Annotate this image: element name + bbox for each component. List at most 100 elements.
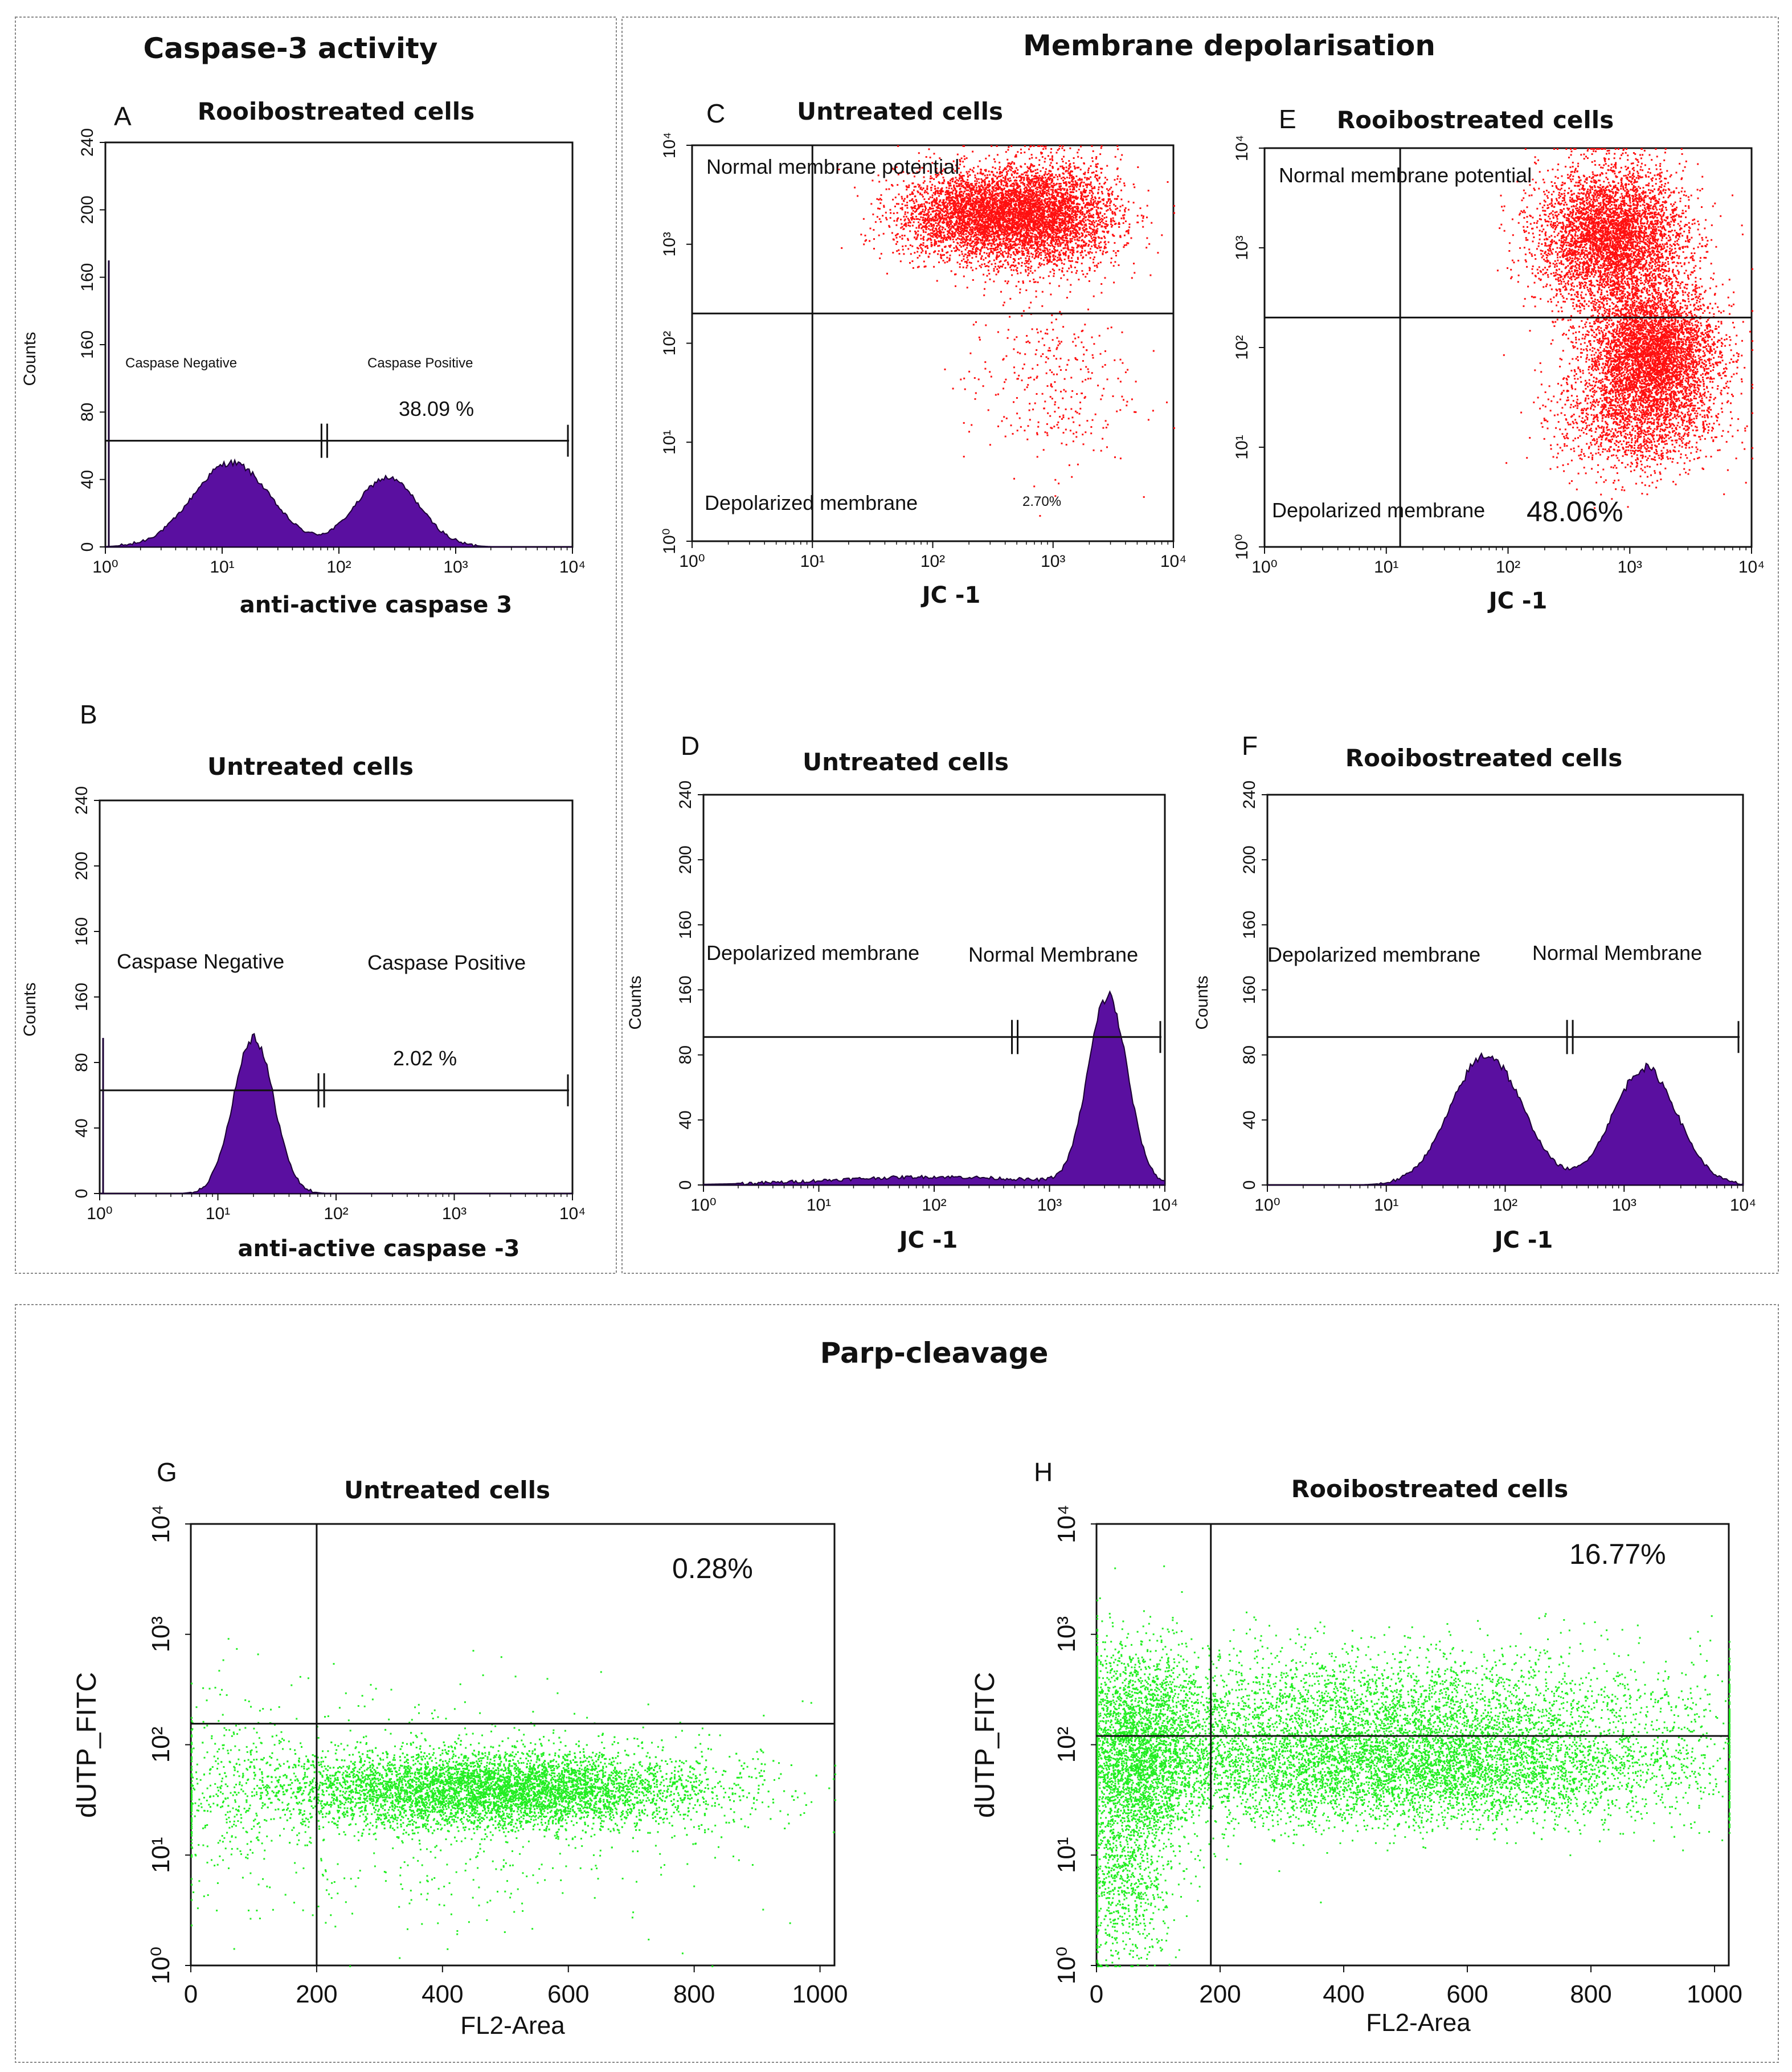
scatter-point (976, 216, 979, 218)
scatter-point (976, 190, 979, 193)
scatter-point (1106, 216, 1108, 218)
scatter-point (1001, 203, 1003, 205)
scatter-point (959, 220, 961, 222)
scatter-point (944, 205, 946, 207)
scatter-point (980, 202, 982, 204)
scatter-point (960, 218, 962, 220)
scatter-point (1026, 225, 1029, 227)
scatter-point (889, 217, 891, 219)
scatter-point (1005, 183, 1007, 186)
scatter-point (930, 239, 932, 241)
scatter-point (972, 251, 974, 254)
scatter-point (928, 219, 930, 222)
scatter-point (893, 212, 895, 214)
scatter-point (876, 216, 878, 218)
scatter-point (996, 211, 998, 213)
scatter-point (1128, 223, 1131, 226)
scatter-point (963, 225, 965, 227)
scatter-point (930, 187, 932, 189)
scatter-point (906, 195, 909, 197)
scatter-point (1000, 189, 1003, 191)
scatter-point (949, 254, 951, 256)
scatter-point (991, 186, 993, 188)
scatter-point (955, 250, 957, 252)
scatter-point (983, 191, 985, 193)
scatter-point (959, 210, 960, 212)
scatter-point (973, 194, 975, 196)
scatter-point (1106, 223, 1107, 225)
scatter-point (1104, 177, 1106, 179)
scatter-point (985, 225, 988, 227)
scatter-point (943, 221, 946, 223)
scatter-point (920, 186, 922, 189)
scatter-point (948, 213, 950, 215)
scatter-point (948, 245, 950, 247)
scatter-point (926, 185, 928, 187)
scatter-point (927, 216, 929, 218)
scatter-point (985, 211, 988, 214)
scatter-point (1095, 232, 1098, 234)
scatter-point (988, 197, 990, 198)
scatter-point (1034, 234, 1036, 236)
scatter-point (1063, 263, 1065, 265)
scatter-point (960, 182, 963, 185)
scatter-point (1079, 185, 1081, 187)
scatter-point (966, 287, 968, 289)
scatter-point (1013, 269, 1015, 271)
scatter-point (1000, 238, 1002, 240)
scatter-point (1037, 251, 1040, 253)
scatter-point (1024, 196, 1026, 198)
scatter-point (946, 230, 948, 232)
scatter-point (969, 244, 971, 247)
scatter-point (968, 202, 969, 204)
scatter-point (946, 236, 948, 238)
scatter-point (959, 238, 961, 240)
scatter-point (899, 260, 902, 263)
scatter-point (977, 193, 979, 195)
scatter-point (949, 202, 951, 205)
scatter-point (984, 227, 987, 230)
scatter-point (974, 198, 976, 200)
scatter-point (895, 236, 898, 239)
scatter-point (992, 230, 994, 232)
scatter-point (996, 203, 999, 206)
scatter-point (929, 181, 931, 183)
scatter-point (942, 239, 944, 242)
scatter-point (942, 215, 943, 217)
annotation-right: Caspase Positive (367, 355, 473, 371)
scatter-point (994, 218, 996, 220)
scatter-point (904, 218, 906, 220)
scatter-point (1065, 220, 1067, 222)
scatter-point (1073, 219, 1075, 221)
scatter-point (924, 250, 927, 252)
scatter-point (933, 251, 935, 254)
scatter-point (1091, 196, 1094, 198)
scatter-point (924, 201, 927, 203)
scatter-point (956, 194, 958, 196)
scatter-point (928, 202, 930, 205)
scatter-point (909, 194, 911, 196)
scatter-point (952, 216, 955, 218)
scatter-point (1067, 227, 1069, 229)
scatter-point (946, 219, 948, 221)
scatter-point (981, 181, 983, 183)
scatter-point (922, 210, 923, 212)
scatter-point (1091, 245, 1093, 247)
scatter-point (951, 225, 954, 227)
scatter-point (980, 197, 983, 199)
scatter-point (1052, 259, 1054, 261)
scatter-point (1044, 247, 1046, 249)
scatter-point (975, 236, 977, 239)
scatter-point (1022, 227, 1025, 230)
scatter-point (959, 192, 961, 194)
scatter-point (1023, 220, 1025, 223)
scatter-point (1063, 247, 1065, 250)
scatter-point (988, 215, 990, 218)
scatter-point (1065, 236, 1067, 238)
scatter-point (1016, 190, 1018, 193)
scatter-point (922, 209, 924, 211)
scatter-point (944, 194, 947, 196)
scatter-point (971, 257, 973, 259)
scatter-point (960, 225, 963, 227)
scatter-point (1055, 183, 1057, 186)
